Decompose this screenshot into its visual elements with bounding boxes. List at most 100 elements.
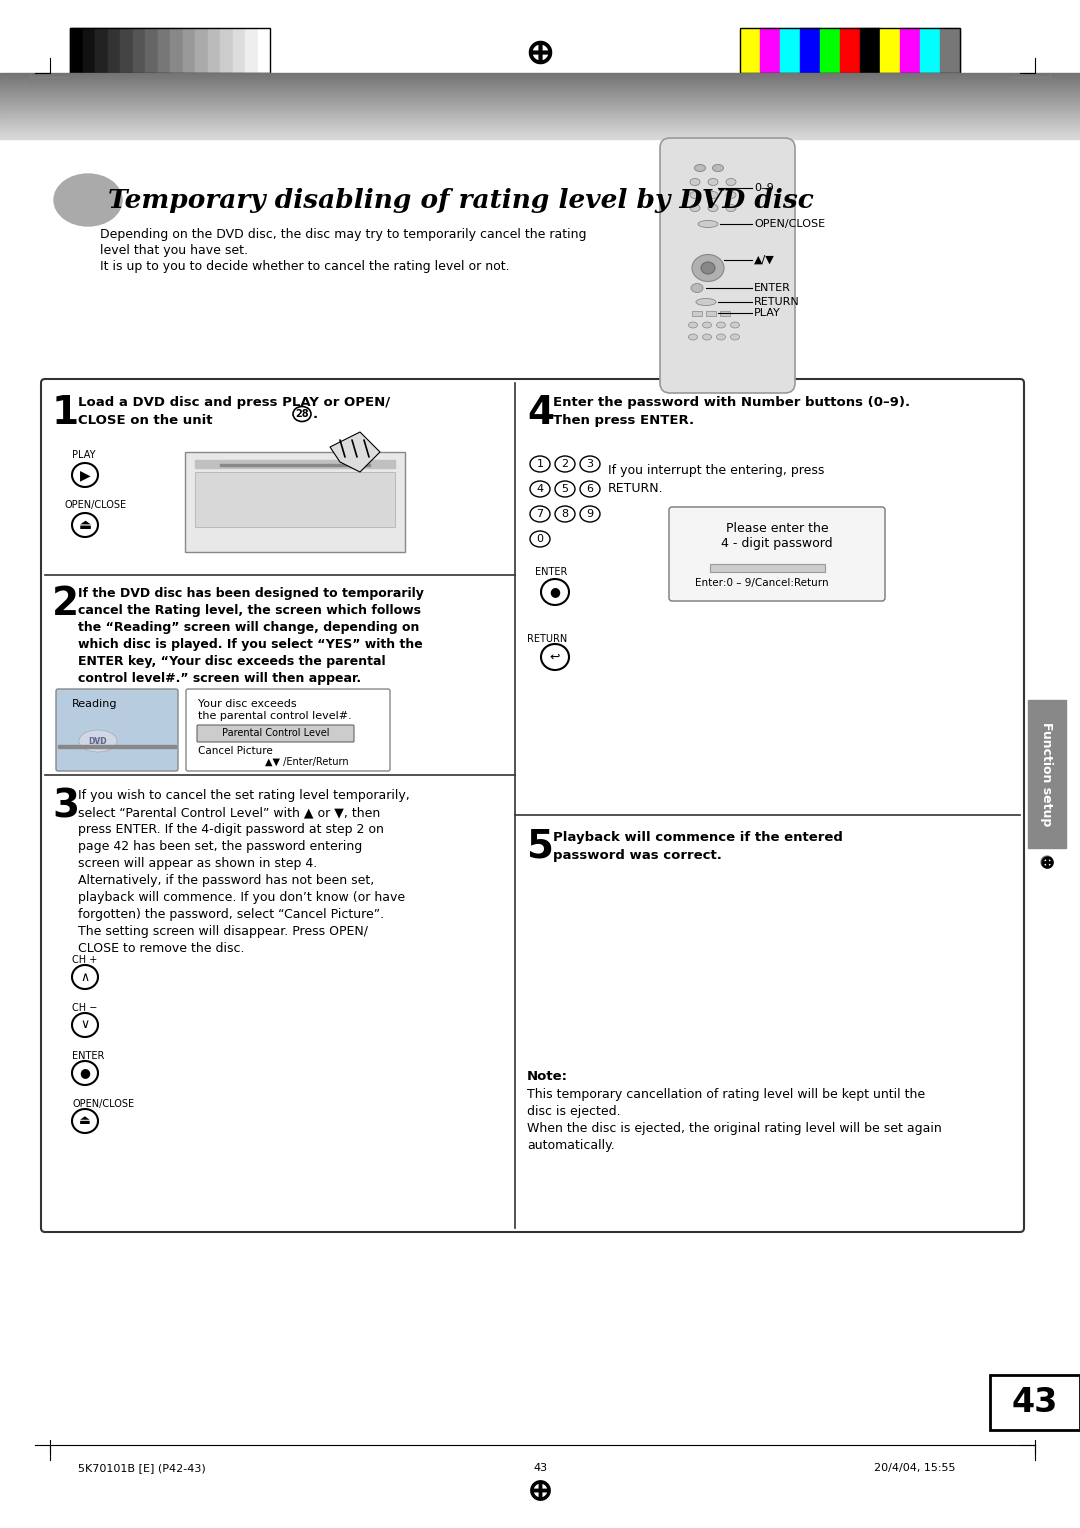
Bar <box>860 28 880 73</box>
Ellipse shape <box>72 1060 98 1085</box>
Ellipse shape <box>702 335 712 341</box>
Polygon shape <box>330 432 380 472</box>
Text: ⏏: ⏏ <box>79 1114 91 1128</box>
Text: CH −: CH − <box>72 1002 97 1013</box>
Text: OPEN/CLOSE: OPEN/CLOSE <box>72 1099 134 1109</box>
Text: Load a DVD disc and press PLAY or OPEN/
CLOSE on the unit: Load a DVD disc and press PLAY or OPEN/ … <box>78 396 390 426</box>
Text: 8: 8 <box>562 509 568 520</box>
Bar <box>257 28 270 73</box>
Text: PLAY: PLAY <box>754 309 781 318</box>
Bar <box>692 312 702 316</box>
Ellipse shape <box>716 335 726 341</box>
Text: 7: 7 <box>537 509 543 520</box>
Text: 0–9: 0–9 <box>754 183 773 193</box>
Ellipse shape <box>708 191 718 199</box>
Bar <box>245 28 257 73</box>
Text: Playback will commence if the entered
password was correct.: Playback will commence if the entered pa… <box>553 831 842 862</box>
Text: 9: 9 <box>586 509 594 520</box>
Text: DVD: DVD <box>89 736 107 746</box>
FancyBboxPatch shape <box>660 138 795 393</box>
Ellipse shape <box>726 205 735 211</box>
Ellipse shape <box>726 179 735 185</box>
Text: OPEN/CLOSE: OPEN/CLOSE <box>64 500 126 510</box>
Bar <box>720 312 730 316</box>
Ellipse shape <box>79 730 117 752</box>
Ellipse shape <box>72 966 98 989</box>
Text: ▲▼ /Enter/Return: ▲▼ /Enter/Return <box>265 756 349 767</box>
Text: Depending on the DVD disc, the disc may try to temporarily cancel the rating: Depending on the DVD disc, the disc may … <box>100 228 586 241</box>
Ellipse shape <box>702 322 712 329</box>
Bar <box>207 28 220 73</box>
Ellipse shape <box>690 179 700 185</box>
Ellipse shape <box>691 284 703 292</box>
Bar <box>145 28 158 73</box>
Text: Function setup: Function setup <box>1040 721 1053 827</box>
Bar <box>195 460 395 468</box>
Text: RETURN: RETURN <box>754 296 800 307</box>
Text: ▶: ▶ <box>80 468 91 481</box>
Text: It is up to you to decide whether to cancel the rating level or not.: It is up to you to decide whether to can… <box>100 260 510 274</box>
Bar <box>232 28 245 73</box>
Ellipse shape <box>690 191 700 199</box>
Bar <box>108 28 120 73</box>
Bar <box>220 28 232 73</box>
Text: Parental Control Level: Parental Control Level <box>222 727 329 738</box>
Text: 43: 43 <box>532 1462 548 1473</box>
Text: Temporary disabling of rating level by DVD disc: Temporary disabling of rating level by D… <box>108 188 813 212</box>
Text: Your disc exceeds
the parental control level#.: Your disc exceeds the parental control l… <box>198 698 352 721</box>
Ellipse shape <box>555 455 575 472</box>
Bar <box>82 28 95 73</box>
Ellipse shape <box>555 506 575 523</box>
Bar <box>800 28 820 73</box>
Text: 0: 0 <box>537 533 543 544</box>
Ellipse shape <box>530 455 550 472</box>
Ellipse shape <box>54 174 122 226</box>
Ellipse shape <box>555 481 575 497</box>
Ellipse shape <box>530 532 550 547</box>
Text: CH +: CH + <box>72 955 97 966</box>
Bar <box>1028 700 1066 848</box>
Text: ∧: ∧ <box>80 970 90 984</box>
Ellipse shape <box>701 261 715 274</box>
Text: If you wish to cancel the set rating level temporarily,
select “Parental Control: If you wish to cancel the set rating lev… <box>78 788 409 955</box>
FancyBboxPatch shape <box>56 689 178 772</box>
Ellipse shape <box>696 298 716 306</box>
Bar <box>70 28 82 73</box>
FancyBboxPatch shape <box>41 379 1024 1232</box>
Text: 28: 28 <box>295 410 309 419</box>
Text: ⏏: ⏏ <box>79 518 92 532</box>
Text: 6: 6 <box>586 484 594 494</box>
Text: 20/4/04, 15:55: 20/4/04, 15:55 <box>874 1462 955 1473</box>
Bar <box>920 28 940 73</box>
Text: ●: ● <box>80 1067 91 1079</box>
Bar <box>195 472 395 527</box>
Ellipse shape <box>293 406 311 422</box>
Text: 5K70101B [E] (P42-43): 5K70101B [E] (P42-43) <box>78 1462 206 1473</box>
Text: 2: 2 <box>52 585 79 623</box>
Ellipse shape <box>698 220 718 228</box>
Ellipse shape <box>541 579 569 605</box>
Ellipse shape <box>730 335 740 341</box>
Text: ENTER: ENTER <box>535 567 567 578</box>
Bar <box>95 28 108 73</box>
Ellipse shape <box>72 1109 98 1132</box>
Text: RETURN: RETURN <box>527 634 567 643</box>
Text: Enter the password with Number buttons (0–9).
Then press ENTER.: Enter the password with Number buttons (… <box>553 396 910 426</box>
Text: 4: 4 <box>527 394 554 432</box>
Ellipse shape <box>530 506 550 523</box>
Text: ●: ● <box>550 585 561 599</box>
Text: 43: 43 <box>1012 1386 1058 1420</box>
Text: 1: 1 <box>537 458 543 469</box>
Text: ENTER: ENTER <box>72 1051 105 1060</box>
Ellipse shape <box>541 643 569 669</box>
Ellipse shape <box>72 513 98 536</box>
Ellipse shape <box>730 322 740 329</box>
Text: Please enter the
4 - digit password: Please enter the 4 - digit password <box>721 523 833 550</box>
Bar <box>740 28 760 73</box>
Bar <box>170 28 183 73</box>
Bar <box>195 28 207 73</box>
Bar <box>133 28 145 73</box>
Bar <box>70 28 270 73</box>
Ellipse shape <box>713 165 724 171</box>
Ellipse shape <box>716 322 726 329</box>
